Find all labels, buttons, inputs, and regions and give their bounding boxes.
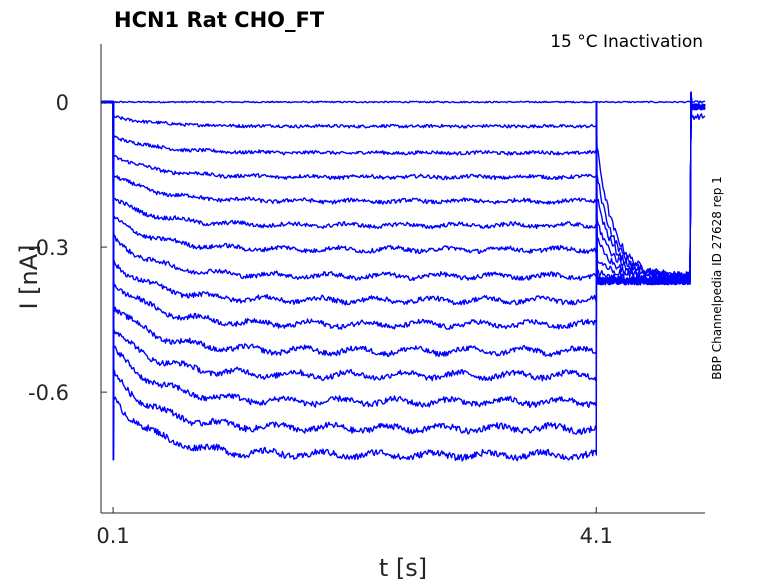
series-line-9 (100, 91, 706, 461)
y-ticks: 0 -0.3 -0.6 (28, 91, 107, 405)
plot-area: 0 -0.3 -0.6 0.1 4.1 (28, 44, 706, 548)
x-axis-label: t [s] (379, 554, 427, 582)
series-line-15 (100, 91, 706, 462)
series-line-6 (100, 91, 706, 461)
series-line-13 (100, 91, 706, 409)
series-line-3 (100, 91, 706, 461)
series-line-2 (100, 91, 706, 422)
series-line-11 (100, 91, 706, 422)
series-line-4 (100, 91, 706, 384)
x-ticks: 0.1 4.1 (96, 507, 613, 548)
series-line-14 (100, 91, 706, 435)
series-line-8 (100, 91, 706, 422)
x-tick-label: 4.1 (580, 524, 613, 548)
chart-annotation: 15 °C Inactivation (550, 32, 703, 52)
trace-group (100, 91, 706, 462)
y-axis-label: I [nA] (15, 244, 43, 309)
series-line-10 (100, 91, 706, 384)
series-line-1 (100, 100, 706, 384)
series-line-12 (100, 91, 706, 461)
x-tick-label: 0.1 (96, 524, 129, 548)
side-label: BBP Channelpedia ID 27628 rep 1 (710, 176, 724, 380)
series-line-5 (100, 91, 706, 422)
y-tick-label: -0.6 (28, 381, 69, 405)
y-tick-label: -0.3 (28, 236, 69, 260)
chart-title: HCN1 Rat CHO_FT (114, 8, 325, 32)
series-line-7 (100, 91, 706, 384)
y-tick-label: 0 (56, 91, 69, 115)
